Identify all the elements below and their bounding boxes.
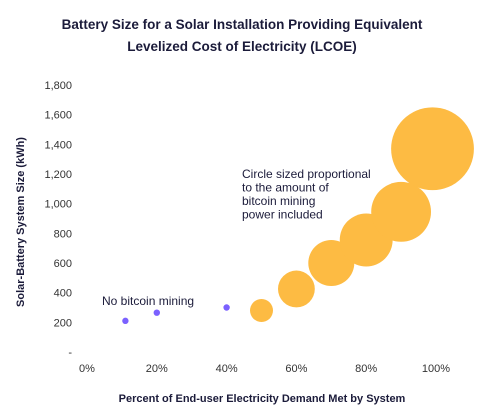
chart-title-line-2: Levelized Cost of Electricity (LCOE) bbox=[127, 39, 357, 54]
y-tick-label: 1,200 bbox=[44, 169, 72, 181]
x-tick-label: 20% bbox=[146, 363, 168, 375]
no-mining-point bbox=[122, 317, 129, 325]
y-tick-label: 1,000 bbox=[44, 199, 72, 211]
chart-title: Battery Size for a Solar Installation Pr… bbox=[0, 14, 484, 58]
y-axis-ticks: - 200 400 600 800 1,000 1,200 1,400 1,600 1,800 bbox=[44, 80, 72, 359]
y-tick-label: 400 bbox=[54, 288, 72, 300]
dot-series bbox=[122, 304, 230, 325]
circle-note-line: to the amount of bbox=[242, 181, 329, 195]
x-axis-title: Percent of End-user Electricity Demand M… bbox=[119, 393, 406, 405]
circle-note-line: power included bbox=[242, 208, 323, 222]
x-axis-ticks: 0% 20% 40% 60% 80% 100% bbox=[79, 363, 450, 375]
y-tick-label: 800 bbox=[54, 228, 72, 240]
mining-bubble bbox=[250, 298, 273, 322]
circle-note-line: Circle sized proportional bbox=[242, 167, 371, 181]
circle-note-line: bitcoin mining bbox=[242, 194, 315, 208]
y-tick-label: 200 bbox=[54, 317, 72, 329]
y-tick-label: 600 bbox=[54, 258, 72, 270]
x-tick-label: 100% bbox=[422, 363, 450, 375]
mining-bubble bbox=[278, 270, 315, 308]
mining-bubble bbox=[371, 181, 431, 242]
x-tick-label: 0% bbox=[79, 363, 95, 375]
annotation-no-mining: No bitcoin mining bbox=[102, 294, 194, 308]
x-tick-label: 60% bbox=[285, 363, 307, 375]
no-mining-point bbox=[153, 309, 160, 316]
chart-title-line-1: Battery Size for a Solar Installation Pr… bbox=[61, 17, 423, 32]
y-tick-label: - bbox=[68, 347, 72, 359]
x-tick-label: 80% bbox=[355, 363, 377, 375]
y-tick-label: 1,600 bbox=[44, 110, 72, 122]
x-tick-label: 40% bbox=[216, 363, 238, 375]
y-axis-title: Solar-Battery System Size (kWh) bbox=[15, 137, 27, 307]
y-tick-label: 1,800 bbox=[44, 80, 72, 92]
y-tick-label: 1,400 bbox=[44, 139, 72, 151]
mining-bubble bbox=[391, 107, 474, 191]
bubble-series bbox=[250, 107, 474, 322]
no-mining-point bbox=[223, 304, 230, 311]
